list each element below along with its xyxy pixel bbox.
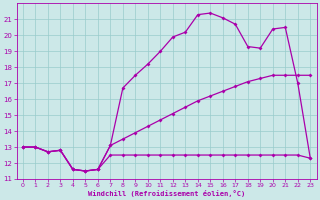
X-axis label: Windchill (Refroidissement éolien,°C): Windchill (Refroidissement éolien,°C) [88, 190, 245, 197]
